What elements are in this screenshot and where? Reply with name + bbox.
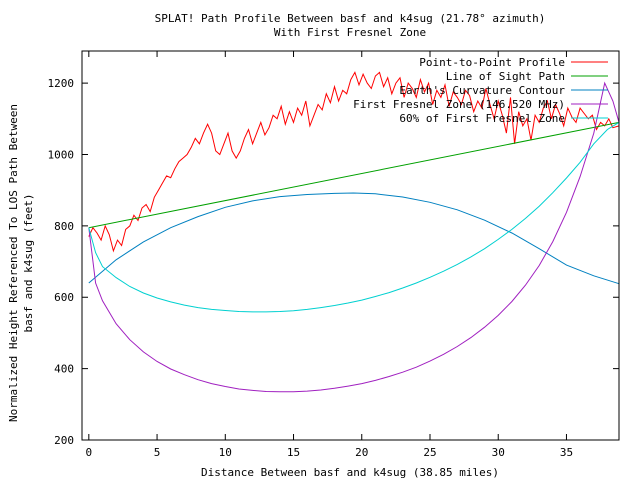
x-tick-label: 10 [219,446,232,459]
x-tick-label: 30 [492,446,505,459]
x-tick-label: 25 [423,446,436,459]
legend-label-3: First Fresnel Zone (146.520 MHz) [353,98,565,111]
series-line-0 [88,71,620,253]
plot-frame [81,50,620,441]
legend-label-1: Line of Sight Path [446,70,565,83]
y-axis-label-line-1: Normalized Height Referenced To LOS Path… [7,104,20,422]
plot-area: 0 5 10 15 20 25 30 35 200 400 600 800 1000 1200 [48,50,620,459]
series-line-4 [88,121,620,313]
chart-subtitle: With First Fresnel Zone [274,26,426,39]
x-tick-label: 20 [355,446,368,459]
legend-label-2: Earth's Curvature Contour [399,84,565,97]
y-axis-label: Normalized Height Referenced To LOS Path… [7,104,35,422]
x-axis-label: Distance Between basf and k4sug (38.85 m… [201,466,499,479]
y-tick-label: 400 [54,363,74,376]
x-tick-label: 15 [287,446,300,459]
series-line-2 [88,192,620,285]
y-axis-label-line-2: basf and k4sug (feet) [22,193,35,332]
series-line-3 [88,81,620,393]
legend-label-0: Point-to-Point Profile [419,56,565,69]
y-tick-label: 200 [54,434,74,447]
legend-label-4: 60% of First Fresnel Zone [399,112,565,125]
y-tick-label: 1000 [48,148,75,161]
y-tick-label: 800 [54,220,74,233]
x-tick-label: 5 [154,446,161,459]
series-line-1 [88,121,620,229]
y-tick-label: 1200 [48,77,75,90]
x-tick-label: 0 [86,446,93,459]
chart-title: SPLAT! Path Profile Between basf and k4s… [155,12,546,25]
x-tick-label: 35 [560,446,573,459]
y-tick-label: 600 [54,291,74,304]
